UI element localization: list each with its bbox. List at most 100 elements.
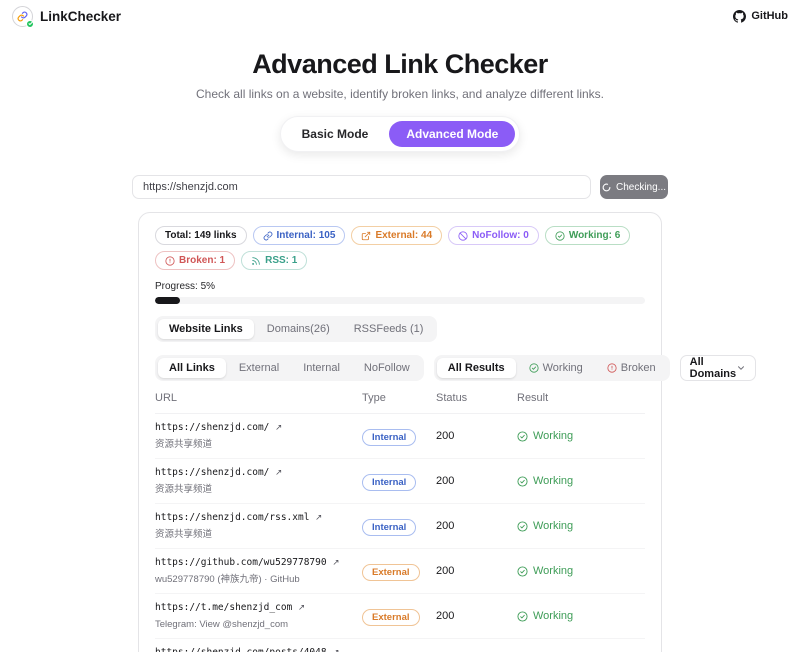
stat-badge-broken: Broken: 1	[155, 251, 236, 270]
advanced-mode-button[interactable]: Advanced Mode	[389, 121, 516, 147]
chevron-down-icon	[736, 363, 746, 373]
stat-badge-label: Total: 149 links	[165, 230, 237, 241]
table-row: https://shenzjd.com/rss.xml ↗ 资源共享频道 Inter…	[155, 504, 645, 550]
type-cell: Internal	[362, 427, 436, 446]
slash-icon	[458, 230, 468, 241]
result-label: Working	[533, 610, 574, 623]
view-tabs: Website Links Domains(26) RSSFeeds (1)	[155, 316, 438, 342]
stat-badge-internal: Internal: 105	[252, 226, 346, 245]
filter-nofollow[interactable]: NoFollow	[353, 358, 421, 378]
table-row: https://shenzjd.com/ ↗ 资源共享频道 Internal 200 W…	[155, 459, 645, 505]
url-cell: https://github.com/wu529778790 ↗ wu529778…	[155, 556, 362, 586]
basic-mode-button[interactable]: Basic Mode	[285, 121, 386, 147]
table-row: https://shenzjd.com/posts/4048 ↗#文本 #文件传…	[155, 639, 645, 652]
stat-badge-label: Internal: 105	[276, 230, 336, 241]
row-url-link[interactable]: https://t.me/shenzjd_com ↗	[155, 602, 306, 614]
github-link[interactable]: GitHub	[733, 9, 788, 23]
domain-select[interactable]: All Domains	[679, 355, 757, 381]
filter-all-links[interactable]: All Links	[158, 358, 226, 378]
tab-domains[interactable]: Domains(26)	[256, 319, 341, 339]
external-arrow-icon: ↗	[332, 647, 339, 652]
result-label: Working	[533, 520, 574, 533]
github-icon	[733, 9, 747, 23]
check-button-label: Checking...	[615, 181, 667, 193]
type-badge: Internal	[362, 473, 417, 491]
type-badge: Internal	[362, 518, 417, 536]
filter-broken-label: Broken	[620, 362, 656, 374]
url-input[interactable]	[132, 175, 591, 199]
row-url-title: wu529778790 (神族九帝) · GitHub	[155, 573, 300, 585]
row-url-link[interactable]: https://github.com/wu529778790 ↗	[155, 557, 340, 569]
check-button[interactable]: Checking...	[600, 175, 668, 199]
working-icon	[517, 521, 528, 532]
status-cell: 200	[436, 430, 455, 443]
github-label: GitHub	[751, 10, 788, 22]
stat-badge-label: Broken: 1	[179, 255, 226, 266]
type-cell: Internal	[362, 517, 436, 536]
domain-select-value: All Domains	[689, 356, 737, 380]
result-label: Working	[533, 430, 574, 443]
external-arrow-icon: ↗	[332, 557, 340, 568]
result-cell: Working	[517, 565, 645, 577]
row-url-link[interactable]: https://shenzjd.com/rss.xml ↗	[155, 512, 323, 524]
row-url-link[interactable]: https://shenzjd.com/ ↗	[155, 467, 283, 479]
link-type-filter: All Links External Internal NoFollow	[155, 355, 424, 381]
filter-working[interactable]: Working	[518, 358, 594, 378]
external-arrow-icon: ↗	[275, 422, 283, 432]
filter-internal[interactable]: Internal	[292, 358, 351, 378]
results-card: Total: 149 links Internal: 105 External: 4…	[138, 212, 757, 652]
stat-badge-label: NoFollow: 0	[472, 230, 529, 241]
spinner-icon	[602, 183, 611, 192]
row-url-title: 资源共享频道	[155, 528, 213, 540]
linkchecker-logo-icon	[12, 5, 34, 28]
stats-row: Total: 149 links Internal: 105 External: 4…	[155, 226, 645, 270]
external-arrow-icon: ↗	[315, 512, 323, 523]
top-bar: LinkChecker GitHub	[0, 0, 800, 32]
external-arrow-icon: ↗	[298, 602, 306, 613]
table-row: https://shenzjd.com/ ↗ 资源共享频道 Internal 200 W…	[155, 414, 645, 460]
status-cell: 200	[436, 475, 455, 488]
stat-badge-total: Total: 149 links	[155, 226, 247, 245]
progress-label: Progress: 5%	[155, 281, 216, 292]
table-row: https://github.com/wu529778790 ↗ wu529778…	[155, 549, 645, 595]
working-icon	[517, 611, 528, 622]
result-label: Working	[533, 565, 574, 578]
working-icon	[517, 430, 528, 442]
type-badge: External	[362, 608, 420, 626]
working-icon	[517, 566, 528, 577]
check-badge-icon	[26, 19, 34, 28]
url-cell: https://shenzjd.com/ ↗ 资源共享频道	[155, 421, 362, 451]
page-subtitle: Check all links on a website, identify b…	[196, 87, 604, 101]
tab-rssfeeds[interactable]: RSSFeeds (1)	[343, 319, 435, 339]
brand[interactable]: LinkChecker	[12, 5, 122, 28]
filter-broken[interactable]: Broken	[596, 358, 667, 378]
url-cell: https://shenzjd.com/posts/4048 ↗#文本 #文件传…	[155, 646, 362, 652]
table-header: URL Type Status Result	[155, 381, 645, 414]
row-url-link[interactable]: https://shenzjd.com/ ↗	[155, 422, 283, 433]
row-url-link[interactable]: https://shenzjd.com/posts/4048 ↗	[155, 646, 354, 652]
url-cell: https://shenzjd.com/rss.xml ↗ 资源共享频道	[155, 511, 362, 541]
result-cell: Working	[517, 430, 645, 442]
status-cell: 200	[436, 610, 455, 623]
type-cell: External	[362, 562, 436, 581]
row-url-title: 资源共享频道	[155, 438, 213, 450]
stat-badge-working: Working: 6	[544, 226, 631, 245]
working-icon	[529, 363, 539, 373]
filter-external[interactable]: External	[228, 358, 290, 378]
external-arrow-icon: ↗	[275, 467, 283, 478]
stat-badge-rss: RSS: 1	[241, 251, 308, 270]
broken-icon	[607, 363, 617, 373]
col-header-type: Type	[362, 392, 386, 404]
working-icon	[517, 476, 528, 487]
url-cell: https://shenzjd.com/ ↗ 资源共享频道	[155, 466, 362, 496]
col-header-url: URL	[155, 392, 178, 404]
filter-all-results[interactable]: All Results	[436, 358, 516, 378]
brand-name: LinkChecker	[40, 8, 122, 24]
status-cell: 200	[436, 565, 455, 578]
type-badge: External	[362, 563, 420, 581]
filter-working-label: Working	[542, 362, 583, 374]
row-url-title: 资源共享频道	[155, 483, 213, 495]
tab-website-links[interactable]: Website Links	[158, 319, 254, 339]
result-cell: Working	[517, 475, 645, 487]
progress-bar	[155, 297, 645, 304]
